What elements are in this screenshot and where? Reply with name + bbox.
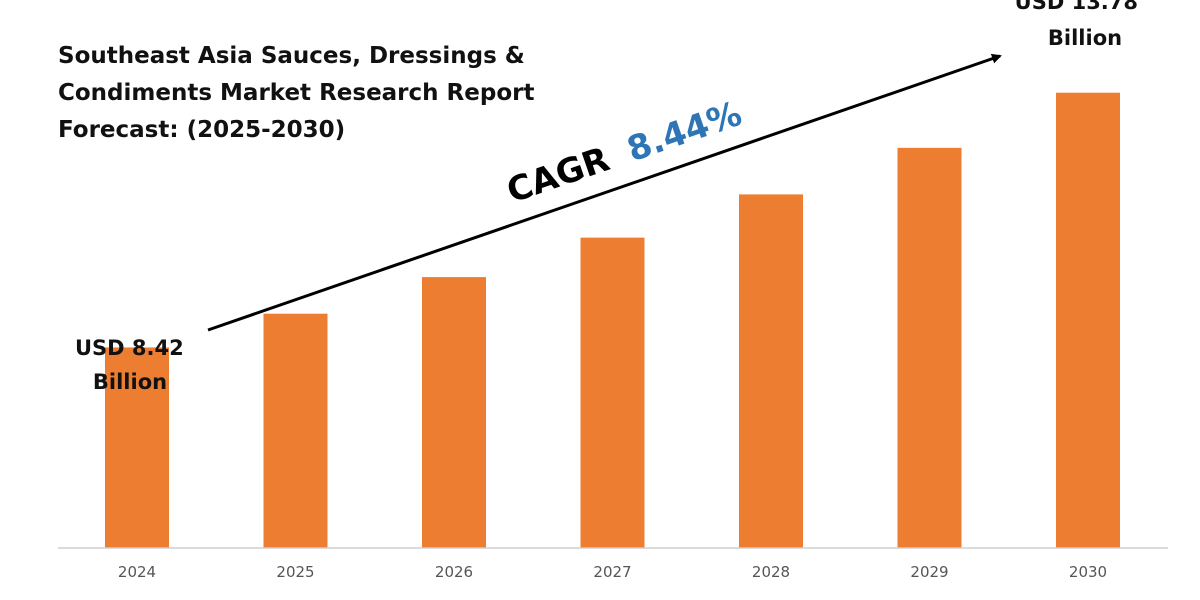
- cagr-value: 8.44%: [622, 94, 747, 170]
- start-value-line-2: Billion: [93, 370, 167, 394]
- bar-2024: [105, 347, 169, 548]
- x-tick-label-2028: 2028: [752, 563, 790, 581]
- x-tick-label-2026: 2026: [435, 563, 473, 581]
- x-tick-label-2029: 2029: [910, 563, 948, 581]
- bar-2029: [897, 147, 962, 548]
- x-tick-label-2030: 2030: [1069, 563, 1107, 581]
- bar-2025: [263, 313, 328, 548]
- x-tick-label-2027: 2027: [593, 563, 631, 581]
- x-tick-label-2025: 2025: [276, 563, 314, 581]
- cagr-annotation: CAGR 8.44%: [502, 94, 747, 212]
- cagr-prefix: CAGR: [502, 139, 615, 211]
- start-value-label: USD 8.42 Billion: [75, 336, 191, 394]
- x-tick-label-2024: 2024: [118, 563, 156, 581]
- end-value-label: USD 13.78 Billion: [1015, 0, 1146, 50]
- cagr-trend-arrow: [207, 53, 1002, 332]
- bar-2030: [1056, 92, 1120, 548]
- bar-2027: [580, 237, 645, 548]
- bar-2028: [739, 194, 803, 548]
- start-value-line-1: USD 8.42: [75, 336, 184, 360]
- bar-2026: [422, 277, 486, 548]
- end-value-line-1: USD 13.78: [1015, 0, 1138, 14]
- end-value-line-2: Billion: [1048, 26, 1122, 50]
- chart-title: Southeast Asia Sauces, Dressings & Condi…: [58, 43, 535, 143]
